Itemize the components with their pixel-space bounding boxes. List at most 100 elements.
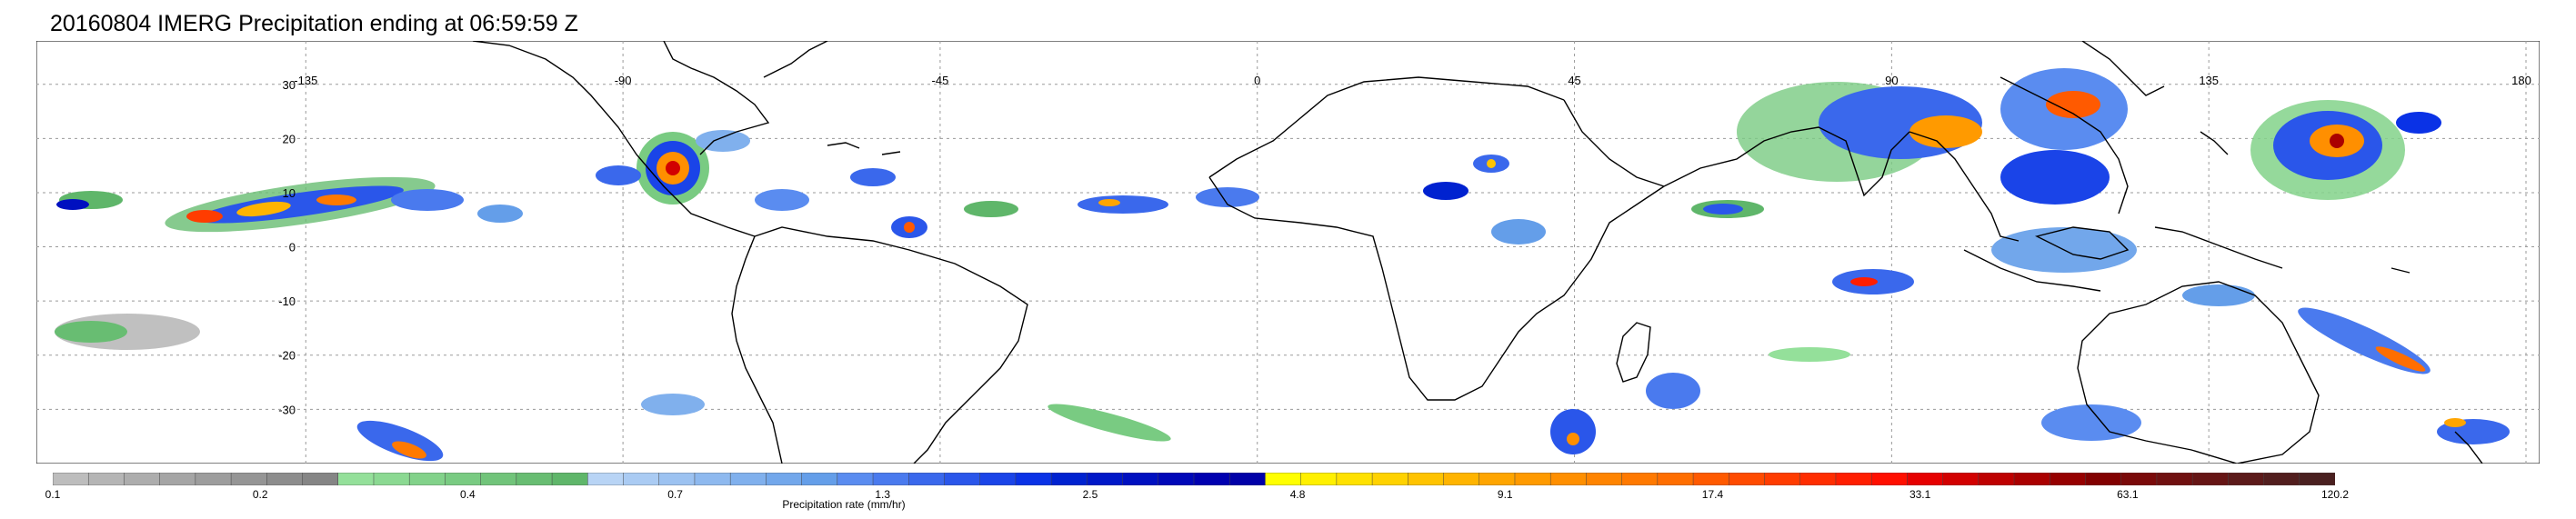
colorbar-swatch: [480, 473, 517, 485]
colorbar-tick-label: 0.7: [667, 488, 683, 501]
colorbar: [53, 473, 2335, 485]
latitude-label: 30: [283, 78, 296, 92]
colorbar-swatch: [337, 473, 375, 485]
latitude-label: 0: [289, 241, 296, 255]
colorbar-swatch: [1870, 473, 1909, 485]
colorbar-tick-label: 0.4: [460, 488, 476, 501]
colorbar-swatch: [124, 473, 161, 485]
colorbar-swatch: [159, 473, 196, 485]
colorbar-swatch: [2156, 473, 2193, 485]
latitude-label: -30: [278, 403, 296, 416]
colorbar-swatch: [1764, 473, 1801, 485]
colorbar-swatch: [1193, 473, 1230, 485]
colorbar-swatch: [2299, 473, 2335, 485]
colorbar-swatch: [516, 473, 553, 485]
colorbar-title: Precipitation rate (mm/hr): [782, 498, 906, 511]
colorbar-tick-label: 4.8: [1289, 488, 1306, 501]
coastlines: [472, 41, 2483, 464]
colorbar-swatch: [1443, 473, 1480, 485]
longitude-label: -90: [615, 74, 632, 87]
colorbar-swatch: [1729, 473, 1766, 485]
colorbar-swatch: [1549, 473, 1588, 485]
colorbar-swatch: [2013, 473, 2050, 485]
colorbar-tick-label: 120.2: [2320, 488, 2350, 501]
colorbar-swatch: [230, 473, 268, 485]
colorbar-swatch: [1478, 473, 1516, 485]
longitude-label: -45: [932, 74, 949, 87]
colorbar-swatch: [2120, 473, 2158, 485]
colorbar-swatch: [53, 473, 89, 485]
colorbar-swatch: [373, 473, 410, 485]
colorbar-swatch: [408, 473, 446, 485]
colorbar-swatch: [979, 473, 1017, 485]
colorbar-tick-label: 2.5: [1082, 488, 1098, 501]
colorbar-tick-label: 63.1: [2117, 488, 2139, 501]
map-title: 20160804 IMERG Precipitation ending at 0…: [50, 11, 578, 36]
colorbar-swatch: [302, 473, 339, 485]
colorbar-swatch: [623, 473, 660, 485]
colorbar-swatch: [1692, 473, 1730, 485]
colorbar-swatch: [1835, 473, 1872, 485]
latitude-label: 10: [283, 186, 296, 200]
map-canvas: -135 -90 -45 0 45 90 135 180 30 20 10 0 -10 -20 -30: [36, 41, 2540, 464]
latitude-label: 20: [283, 132, 296, 145]
colorbar-swatch: [908, 473, 946, 485]
colorbar-swatch: [587, 473, 625, 485]
colorbar-tick-label: 0.2: [252, 488, 268, 501]
colorbar-swatch: [551, 473, 589, 485]
colorbar-swatches: [53, 473, 2335, 485]
colorbar-swatch: [445, 473, 482, 485]
colorbar-tick-label: 1.3: [875, 488, 891, 501]
colorbar-swatch: [2263, 473, 2300, 485]
colorbar-swatch: [1015, 473, 1052, 485]
longitude-label: -135: [294, 74, 317, 87]
longitude-label: 90: [1885, 74, 1898, 87]
colorbar-swatch: [2085, 473, 2122, 485]
map-frame: [36, 41, 2540, 464]
colorbar-swatch: [1514, 473, 1551, 485]
precipitation-map: -135 -90 -45 0 45 90 135 180 30 20 10 0 -10 -20 -30: [36, 41, 2540, 464]
colorbar-swatch: [1122, 473, 1159, 485]
colorbar-swatch: [1586, 473, 1623, 485]
colorbar-swatch: [1408, 473, 1445, 485]
colorbar-swatch: [658, 473, 696, 485]
colorbar-tick-label: 0.1: [45, 488, 61, 501]
colorbar-swatch: [1621, 473, 1659, 485]
colorbar-swatch: [2191, 473, 2230, 485]
colorbar-swatch: [1087, 473, 1124, 485]
colorbar-swatch: [1300, 473, 1338, 485]
colorbar-swatch: [1265, 473, 1302, 485]
colorbar-tick-label: 33.1: [1909, 488, 1931, 501]
colorbar-swatch: [2228, 473, 2265, 485]
longitude-label: 180: [2511, 74, 2531, 87]
axis-labels: -135 -90 -45 0 45 90 135 180 30 20 10 0 -10 -20 -30: [278, 74, 2531, 416]
latitude-label: -10: [278, 294, 296, 308]
longitude-label: 45: [1568, 74, 1580, 87]
colorbar-swatch: [872, 473, 909, 485]
colorbar-swatch: [1336, 473, 1373, 485]
colorbar-swatch: [1050, 473, 1088, 485]
colorbar-swatch: [766, 473, 803, 485]
colorbar-swatch: [195, 473, 232, 485]
colorbar-swatch: [1657, 473, 1694, 485]
colorbar-swatch: [1158, 473, 1195, 485]
colorbar-swatch: [694, 473, 731, 485]
colorbar-swatch: [837, 473, 874, 485]
longitude-label: 0: [1254, 74, 1260, 87]
latitude-label: -20: [278, 349, 296, 363]
colorbar-swatch: [266, 473, 304, 485]
colorbar-swatch: [944, 473, 981, 485]
colorbar-swatch: [1907, 473, 1944, 485]
longitude-label: 135: [2199, 74, 2219, 87]
colorbar-swatch: [1799, 473, 1837, 485]
colorbar-tick-label: 9.1: [1497, 488, 1513, 501]
colorbar-swatch: [1371, 473, 1409, 485]
colorbar-swatch: [87, 473, 125, 485]
colorbar-swatch: [2050, 473, 2087, 485]
colorbar-swatch: [1978, 473, 2015, 485]
colorbar-swatch: [729, 473, 767, 485]
colorbar-swatch: [1942, 473, 1980, 485]
colorbar-swatch: [801, 473, 838, 485]
colorbar-tick-label: 17.4: [1701, 488, 1724, 501]
colorbar-swatch: [1228, 473, 1267, 485]
